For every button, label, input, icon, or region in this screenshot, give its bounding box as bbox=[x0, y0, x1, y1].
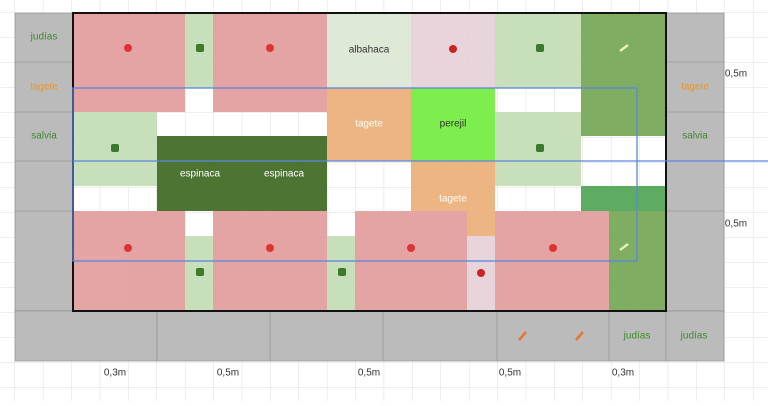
plant-label: albahaca bbox=[349, 45, 390, 56]
border-label: judías bbox=[30, 32, 58, 43]
plant-label: perejil bbox=[440, 119, 467, 130]
border-label: salvia bbox=[31, 131, 57, 142]
dimension-label: 0,3m bbox=[104, 368, 126, 379]
labels: judías tagete salvia tagete salvia judía… bbox=[30, 32, 747, 379]
border-cells bbox=[14, 12, 725, 362]
border-label: tagete bbox=[30, 82, 58, 93]
dimension-label: 0,5m bbox=[499, 368, 521, 379]
dimension-label: 0,5m bbox=[358, 368, 380, 379]
dimension-label: 0,5m bbox=[217, 368, 239, 379]
blue-guides bbox=[72, 87, 768, 262]
plant-label: espinaca bbox=[180, 169, 220, 180]
border-label: judías bbox=[680, 331, 708, 342]
dimension-label: 0,5m bbox=[725, 219, 747, 230]
plant-label: tagete bbox=[439, 194, 467, 205]
border-label: judías bbox=[623, 331, 651, 342]
dimension-label: 0,5m bbox=[725, 69, 747, 80]
border-label: salvia bbox=[682, 131, 708, 142]
plant-label: tagete bbox=[355, 119, 383, 130]
plant-label: espinaca bbox=[264, 169, 304, 180]
dimension-label: 0,3m bbox=[612, 368, 634, 379]
icons bbox=[111, 44, 629, 341]
border-label: tagete bbox=[681, 82, 709, 93]
